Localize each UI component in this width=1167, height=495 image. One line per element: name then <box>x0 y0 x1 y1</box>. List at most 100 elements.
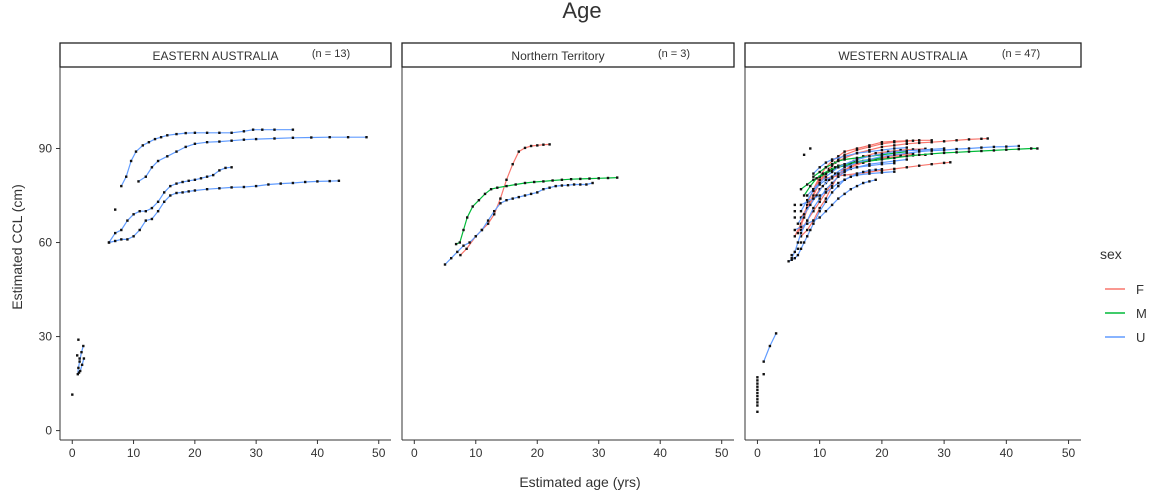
data-point <box>523 146 527 150</box>
panel-n-label: (n = 13) <box>312 48 350 60</box>
series-line <box>455 177 618 245</box>
data-point <box>796 231 800 235</box>
panel-strip <box>744 42 1082 68</box>
data-point <box>542 180 545 183</box>
data-point <box>230 131 233 134</box>
data-point <box>267 183 270 186</box>
data-point <box>837 181 840 185</box>
data-point <box>181 191 184 194</box>
data-point <box>77 338 80 341</box>
data-point <box>205 175 209 178</box>
data-point <box>511 197 514 200</box>
data-point <box>337 179 341 182</box>
data-point <box>486 219 490 222</box>
data-point <box>824 197 828 200</box>
data-point <box>774 332 778 335</box>
data-point <box>477 199 481 202</box>
data-point <box>793 250 796 254</box>
data-point <box>812 219 815 222</box>
data-point <box>163 200 166 203</box>
data-point <box>242 185 246 189</box>
data-point <box>818 194 821 197</box>
data-point <box>806 200 809 203</box>
x-tick-label: 50 <box>372 446 386 460</box>
data-point <box>812 178 815 181</box>
data-point <box>802 153 806 156</box>
data-point <box>855 152 859 155</box>
data-point <box>529 192 533 196</box>
data-point <box>830 169 834 172</box>
data-point <box>793 228 796 232</box>
data-point <box>818 206 821 210</box>
data-point <box>316 180 319 183</box>
data-point <box>818 178 821 181</box>
data-point <box>893 162 896 165</box>
data-point <box>992 145 996 149</box>
data-point <box>818 200 821 203</box>
data-point <box>304 180 307 184</box>
x-tick-label: 30 <box>249 446 263 460</box>
data-point <box>837 197 840 200</box>
data-point <box>824 200 828 203</box>
data-point <box>930 152 933 155</box>
data-point <box>880 142 884 145</box>
data-point <box>812 222 815 225</box>
data-point <box>756 388 759 391</box>
series-U <box>77 357 86 374</box>
series-U <box>806 147 946 197</box>
data-point <box>156 159 160 163</box>
data-point <box>930 139 933 142</box>
data-point <box>824 172 828 175</box>
data-point <box>175 150 178 153</box>
data-point <box>880 148 884 152</box>
data-point <box>843 170 846 174</box>
data-point <box>328 136 331 139</box>
data-point <box>486 222 490 225</box>
data-point <box>837 173 840 177</box>
data-point <box>911 148 915 151</box>
data-point <box>273 128 276 131</box>
data-point <box>806 228 809 232</box>
data-point <box>790 253 793 257</box>
data-point <box>793 203 796 207</box>
data-point <box>762 373 765 376</box>
data-point <box>905 149 908 152</box>
legend-label-U: U <box>1136 330 1145 345</box>
data-point <box>548 186 551 189</box>
x-tick-label: 0 <box>411 446 418 460</box>
series-U <box>793 178 877 232</box>
data-point <box>796 222 800 225</box>
data-point <box>799 235 803 238</box>
data-point <box>980 137 983 140</box>
data-point <box>114 231 117 235</box>
data-point <box>818 197 821 200</box>
data-point <box>899 153 902 156</box>
data-point <box>815 194 818 197</box>
data-point <box>114 208 117 211</box>
data-point <box>967 150 971 153</box>
x-tick-label: 30 <box>592 446 606 460</box>
data-point <box>818 188 821 191</box>
data-point <box>821 184 824 188</box>
data-point <box>815 177 818 180</box>
data-point <box>812 194 815 197</box>
data-point <box>193 189 197 192</box>
data-point <box>542 188 545 191</box>
data-point <box>821 172 824 175</box>
data-point <box>138 210 141 213</box>
data-point <box>499 197 502 200</box>
data-point <box>181 180 184 184</box>
data-point <box>218 140 221 143</box>
data-point <box>830 191 834 194</box>
data-point <box>874 152 877 155</box>
data-point <box>806 194 809 197</box>
data-point <box>756 398 759 401</box>
data-point <box>76 373 79 376</box>
data-point <box>175 191 178 195</box>
data-point <box>199 177 203 180</box>
data-point <box>458 241 461 244</box>
data-point <box>824 188 828 191</box>
data-point <box>843 153 846 156</box>
legend-label-M: M <box>1136 306 1147 321</box>
